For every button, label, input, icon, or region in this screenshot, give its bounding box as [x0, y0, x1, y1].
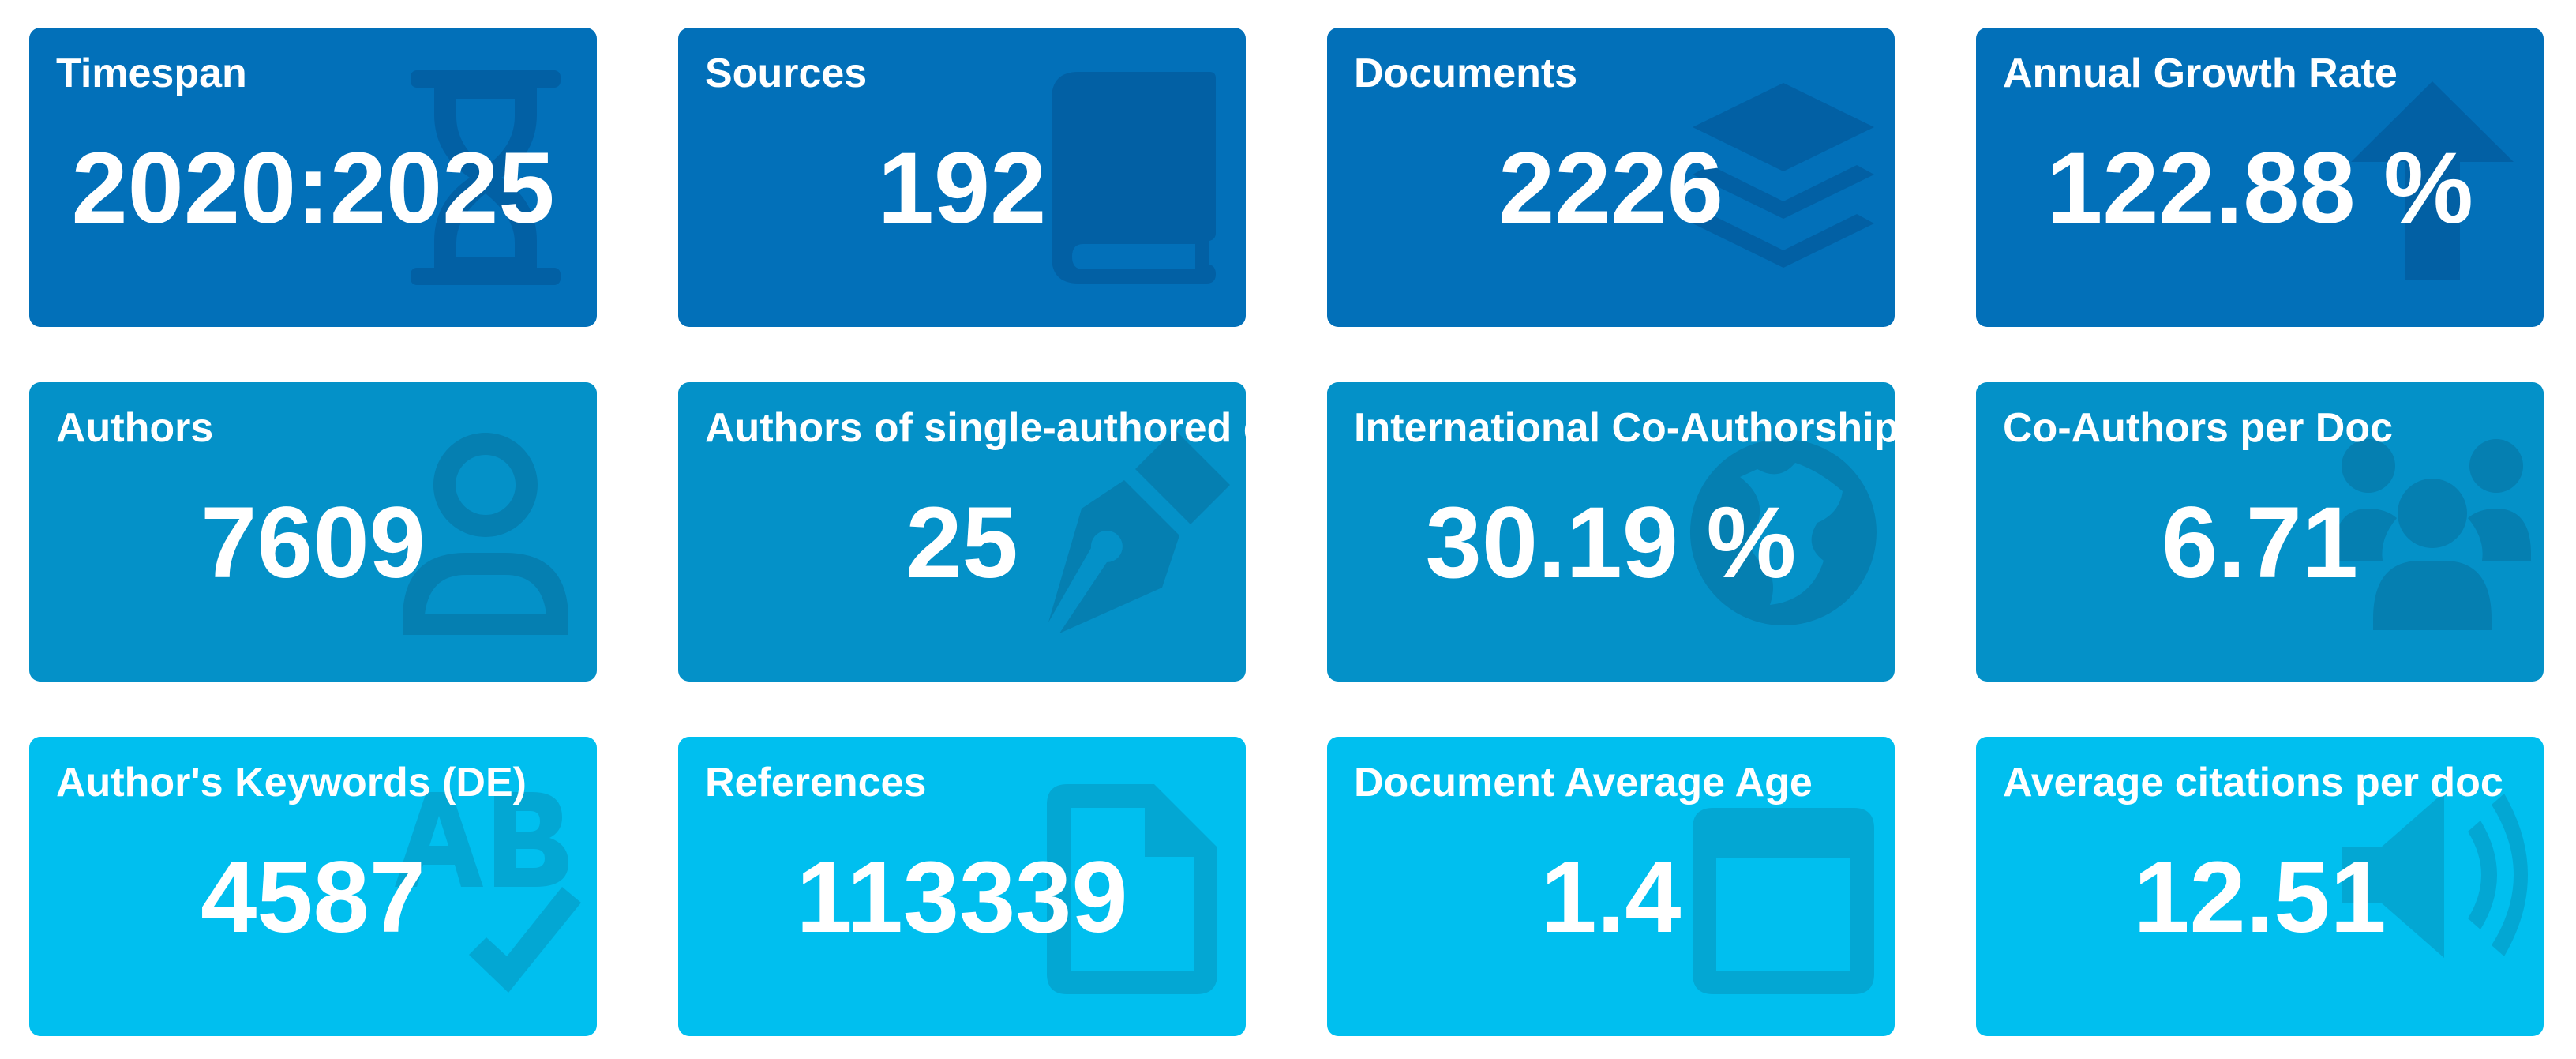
card-documents: Documents 2226 — [1327, 28, 1895, 327]
card-average-citations: Average citations per doc 12.51 — [1976, 737, 2544, 1036]
card-title: Average citations per doc — [2003, 760, 2503, 806]
card-value: 25 — [906, 486, 1018, 599]
users-icon — [2334, 422, 2531, 643]
arrow-up-icon — [2334, 67, 2531, 288]
card-title: Document Average Age — [1354, 760, 1813, 806]
card-value: 2226 — [1498, 132, 1723, 245]
card-title: Documents — [1354, 51, 1578, 96]
card-authors: Authors 7609 — [29, 382, 597, 682]
volume-icon — [2334, 776, 2531, 997]
card-international-coauthorship: International Co-Authorship 30.19 % — [1327, 382, 1895, 682]
card-single-authored: Authors of single-authored docs 25 — [678, 382, 1246, 682]
card-value: 4587 — [201, 841, 426, 954]
card-title: References — [705, 760, 927, 806]
user-icon — [387, 422, 584, 643]
card-annual-growth-rate: Annual Growth Rate 122.88 % — [1976, 28, 2544, 327]
card-title: Timespan — [56, 51, 247, 96]
card-title: Sources — [705, 51, 868, 96]
card-references: References 113339 — [678, 737, 1246, 1036]
globe-icon — [1685, 422, 1882, 643]
file-icon — [1036, 776, 1233, 997]
card-value: 1.4 — [1540, 841, 1682, 954]
card-title: Annual Growth Rate — [2003, 51, 2398, 96]
card-value: 30.19 % — [1425, 486, 1797, 599]
stats-dashboard: Timespan 2020:2025 Sources 192 Documents… — [29, 28, 2544, 1036]
calendar-icon — [1685, 776, 1882, 997]
hourglass-icon — [387, 67, 584, 288]
card-title: Author's Keywords (DE) — [56, 760, 527, 806]
card-coauthors-per-doc: Co-Authors per Doc 6.71 — [1976, 382, 2544, 682]
card-title: International Co-Authorship — [1354, 405, 1895, 451]
card-value: 2020:2025 — [71, 132, 555, 245]
card-value: 6.71 — [2161, 486, 2359, 599]
pen-nib-icon — [1036, 422, 1233, 643]
card-value: 192 — [877, 132, 1047, 245]
card-authors-keywords: Author's Keywords (DE) 4587 — [29, 737, 597, 1036]
card-value: 113339 — [796, 841, 1128, 954]
card-value: 12.51 — [2133, 841, 2387, 954]
layers-icon — [1685, 67, 1882, 288]
card-title: Authors — [56, 405, 214, 451]
card-title: Co-Authors per Doc — [2003, 405, 2393, 451]
card-title: Authors of single-authored docs — [705, 405, 1246, 451]
card-value: 122.88 % — [2046, 132, 2473, 245]
card-timespan: Timespan 2020:2025 — [29, 28, 597, 327]
card-sources: Sources 192 — [678, 28, 1246, 327]
book-icon — [1036, 67, 1233, 288]
card-document-average-age: Document Average Age 1.4 — [1327, 737, 1895, 1036]
card-value: 7609 — [201, 486, 426, 599]
spell-check-icon — [387, 776, 584, 997]
